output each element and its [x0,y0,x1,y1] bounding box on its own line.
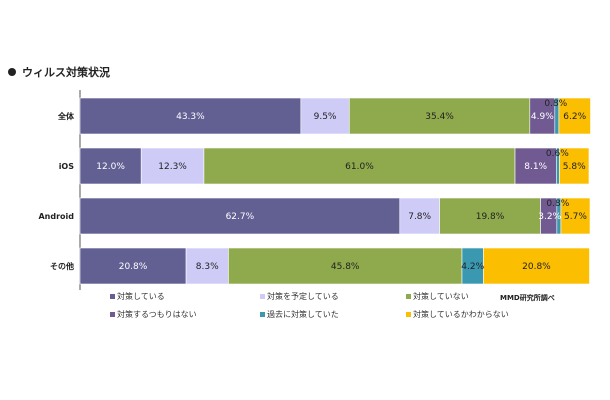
bar-segment [203,147,516,185]
category-label: 全体 [57,111,75,121]
legend-item: 対策するつもりはない [110,309,197,320]
bar-segment [228,247,463,285]
value-label: 19.8% [476,212,505,222]
bar-segment [558,97,591,135]
value-label: 4.2% [461,262,484,272]
value-label: 45.8% [331,262,360,272]
value-label: 20.8% [522,262,551,272]
category-label: Android [38,212,74,221]
value-label: 3.2% [538,212,561,222]
bar-segment [483,247,590,285]
value-label: 6.2% [563,112,586,122]
value-label: 62.7% [226,212,255,222]
value-label: 35.4% [425,112,454,122]
chart-title: ウィルス対策状況 [8,64,110,80]
legend-item: 対策していない [406,291,469,302]
bar-segment [399,197,440,235]
bar-segment [560,197,591,235]
bar-segment [514,147,557,185]
value-label: 5.7% [564,212,587,222]
chart-legend: 対策している 対策を予定している 対策していない対策するつもりはない 過去に対策してい… [110,291,580,335]
value-label: 12.0% [96,162,125,172]
bar-segment [300,97,350,135]
bar-segment [185,247,229,285]
legend-item: 対策しているかわからない [406,309,509,320]
bar-segment [140,147,205,185]
value-label: 43.3% [176,112,205,122]
value-label: 8.1% [524,162,547,172]
legend-label: 過去に対策していた [267,310,339,319]
value-label: 20.8% [119,262,148,272]
value-label: 5.8% [563,162,586,172]
value-label: 0.8% [544,99,567,109]
bar-segment [529,97,556,135]
bar-segment [79,147,142,185]
legend-swatch [260,294,265,299]
legend-swatch [406,294,411,299]
bar-segment [559,147,590,185]
source-note: MMD研究所調べ [500,294,555,302]
bullet-icon [8,68,16,76]
value-label: 7.8% [408,212,431,222]
value-label: 8.3% [196,262,219,272]
legend-item: 対策している [110,291,165,302]
legend-swatch [110,312,115,317]
bar-segment [79,247,187,285]
legend-label: 対策していない [413,292,469,301]
legend-label: 対策しているかわからない [413,310,509,319]
value-label: 9.5% [314,112,337,122]
legend-item: 対策を予定している [260,291,339,302]
legend-item: 過去に対策していた [260,309,339,320]
category-label: その他 [50,261,74,271]
bar-segment [79,97,302,135]
bar-segment [348,97,531,135]
category-label: iOS [59,162,75,171]
value-label: 61.0% [345,162,374,172]
legend-label: 対策している [117,292,165,301]
legend-swatch [110,294,115,299]
bar-segment [79,197,401,235]
legend-label: 対策するつもりはない [117,310,197,319]
chart-title-text: ウィルス対策状況 [22,66,110,79]
legend-label: 対策を予定している [267,292,339,301]
value-label: 0.6% [546,149,569,159]
value-label: 12.3% [158,162,187,172]
bar-segment [439,197,541,235]
value-label: 0.8% [546,199,569,209]
value-label: 4.9% [531,112,554,122]
legend-swatch [406,312,411,317]
legend-swatch [260,312,265,317]
